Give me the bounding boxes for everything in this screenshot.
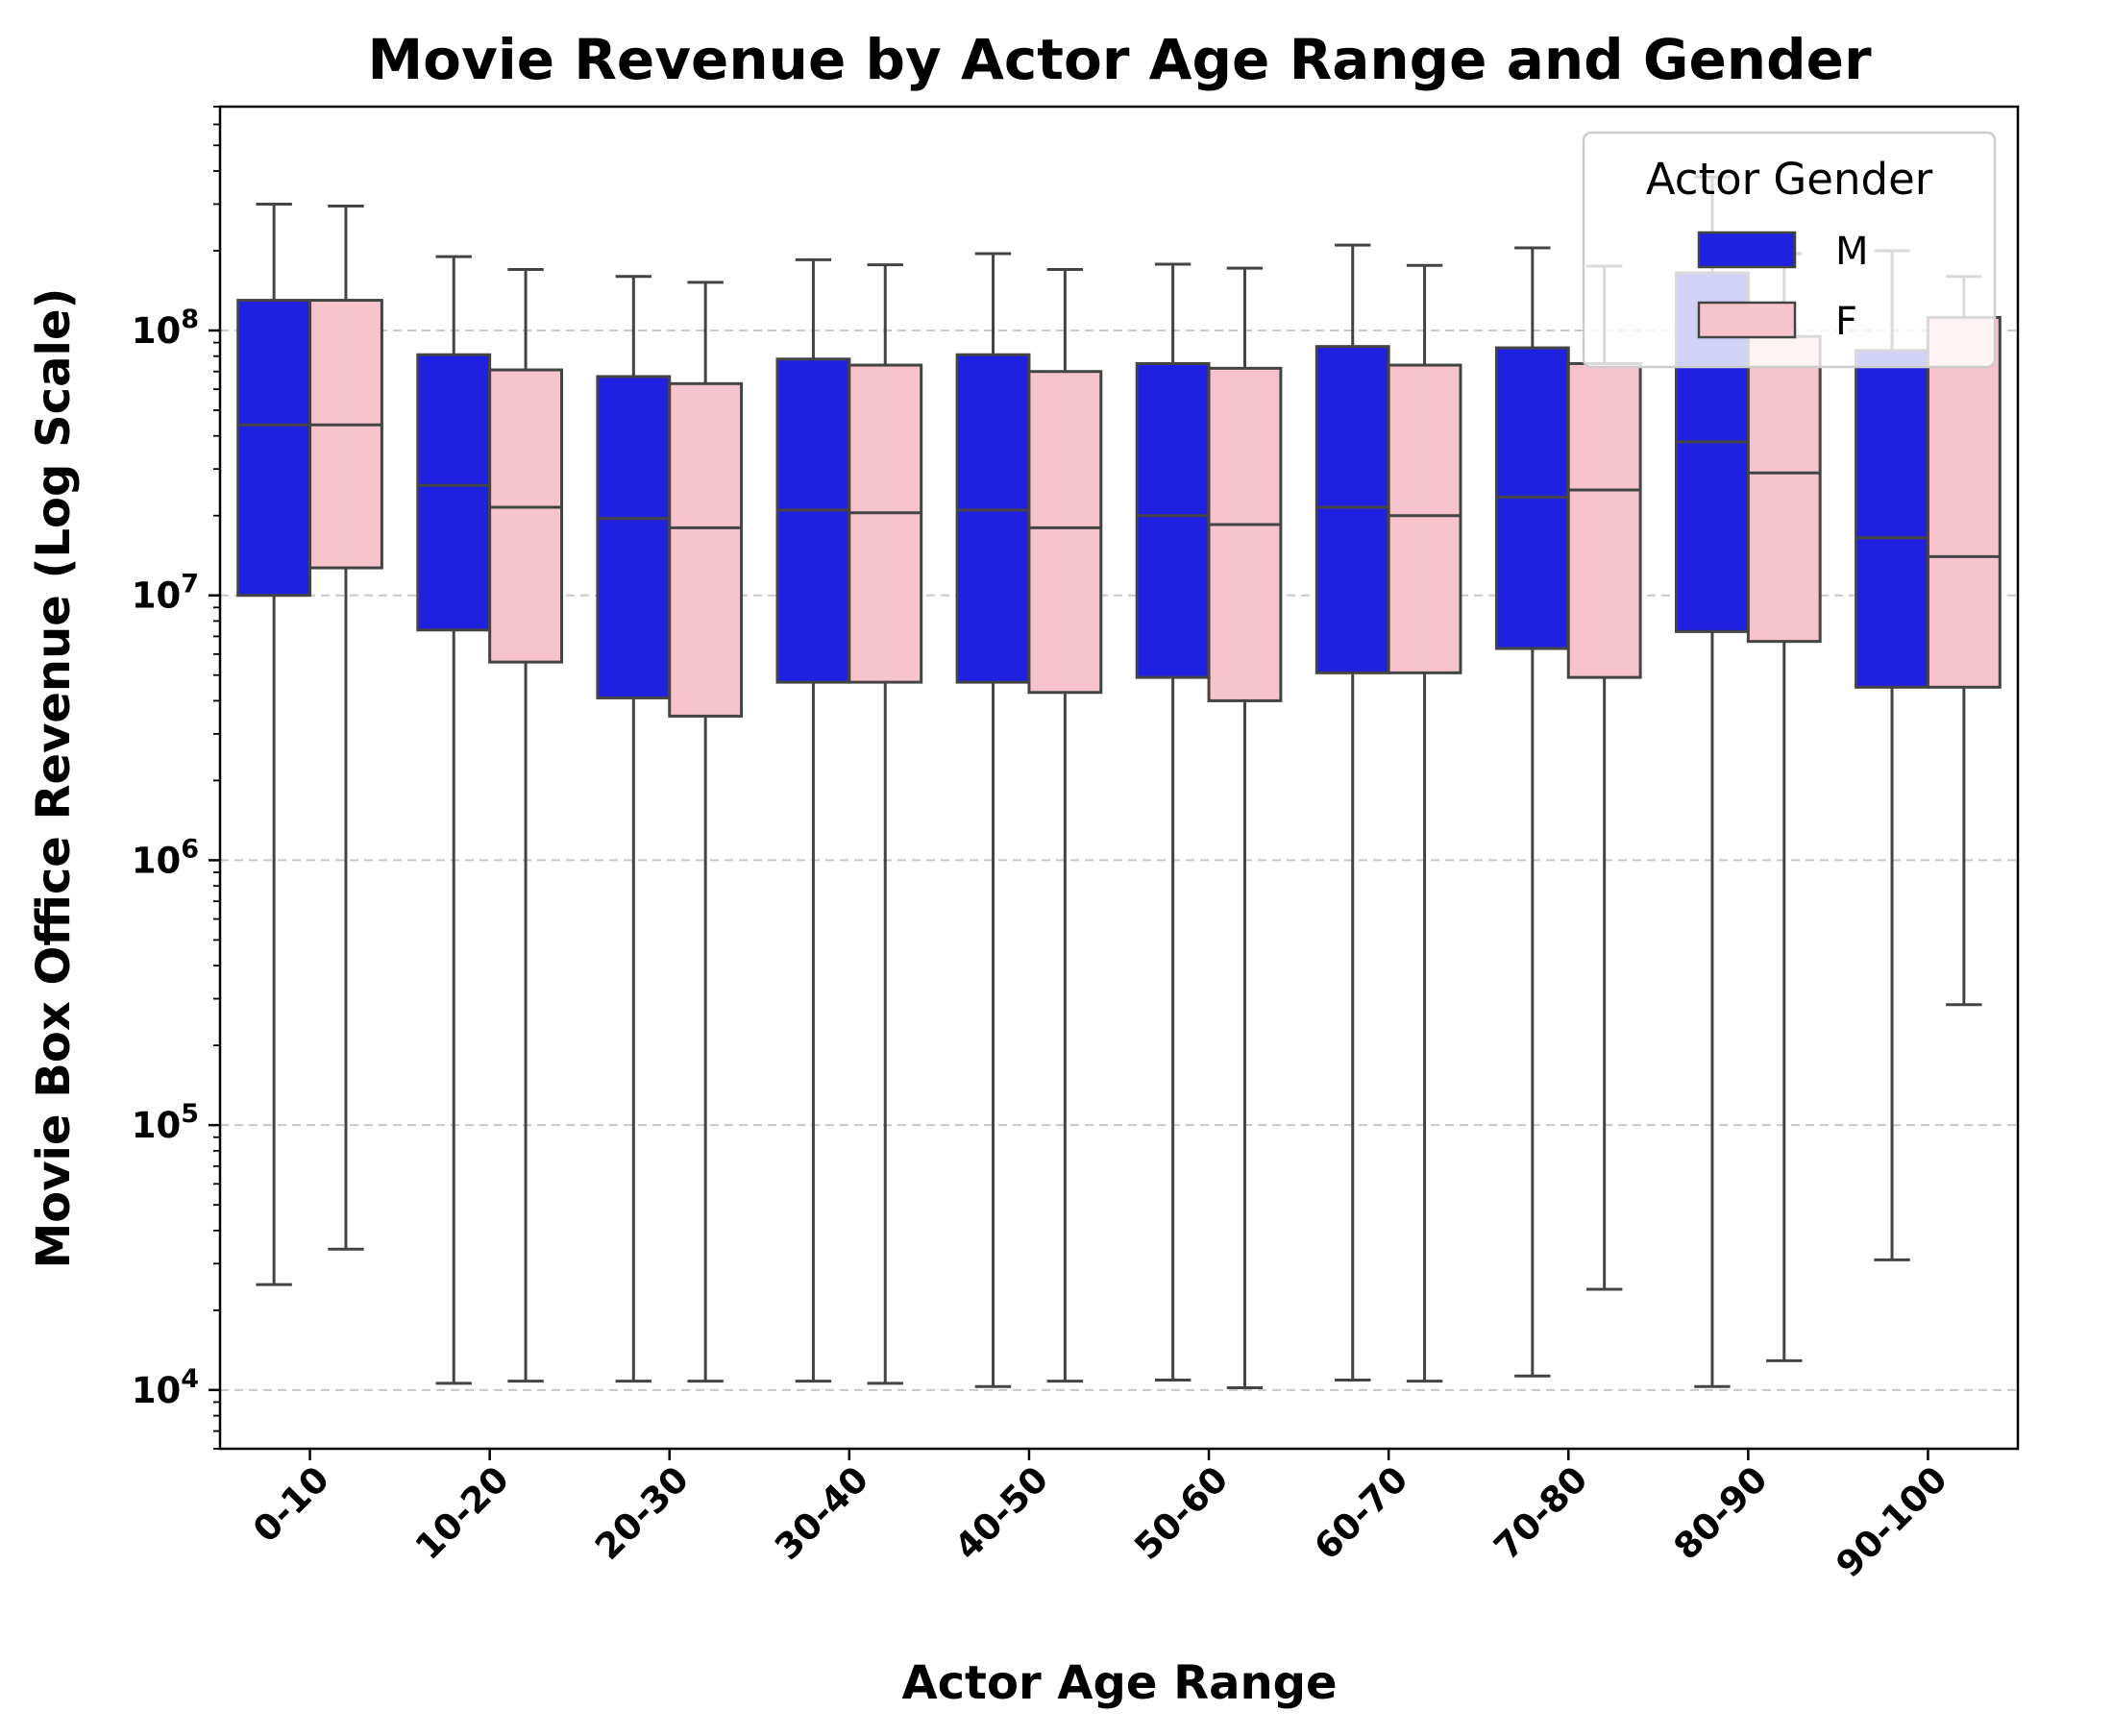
box-f-30-40 <box>848 263 923 1385</box>
x-tick-label: 20-30 <box>587 1458 697 1568</box>
x-tick-label: 70-80 <box>1486 1458 1596 1568</box>
box-f-50-60 <box>1207 266 1283 1389</box>
box-f-80-90 <box>1746 252 1822 1362</box>
x-tick-label: 30-40 <box>767 1458 876 1568</box>
box-f-0-10 <box>308 204 383 1251</box>
legend-swatch-f <box>1697 301 1797 339</box>
iqr-box <box>416 353 492 632</box>
box-f-40-50 <box>1027 267 1103 1383</box>
box-f-10-20 <box>488 267 563 1383</box>
iqr-box <box>955 353 1031 684</box>
box-m-0-10 <box>236 202 312 1286</box>
box-m-60-70 <box>1314 243 1390 1382</box>
legend-label-m: M <box>1835 230 1869 274</box>
iqr-box <box>236 299 312 598</box>
x-tick-label: 40-50 <box>946 1458 1056 1568</box>
iqr-box <box>1387 363 1462 674</box>
box-f-90-100 <box>1926 275 2002 1007</box>
chart-title: Movie Revenue by Actor Age Range and Gen… <box>367 27 1871 92</box>
iqr-box <box>668 381 744 718</box>
x-axis: 0-10 10-20 20-30 30-40 40-50 50-60 60-70 70-80 8… <box>245 1449 1955 1585</box>
iqr-box <box>1027 370 1103 695</box>
x-tick-label: 80-90 <box>1666 1458 1776 1568</box>
iqr-box <box>1566 361 1642 679</box>
y-axis-label: Movie Box Office Revenue (Log Scale) <box>27 288 81 1269</box>
box-f-60-70 <box>1387 263 1462 1383</box>
x-tick-label: 0-10 <box>245 1458 337 1551</box>
iqr-box <box>596 375 672 699</box>
y-tick-label: 104 <box>132 1364 199 1411</box>
plot-frame <box>218 105 2020 1451</box>
iqr-box <box>308 299 383 570</box>
y-tick-label: 106 <box>132 834 199 881</box>
iqr-box <box>1855 349 1929 689</box>
box-f-20-30 <box>668 281 744 1383</box>
y-axis: 104 105 106 107 108 <box>132 106 220 1450</box>
iqr-box <box>775 357 851 684</box>
legend-swatch-m <box>1697 231 1797 269</box>
iqr-box <box>848 363 923 684</box>
box-m-10-20 <box>416 255 492 1385</box>
y-tick-label: 108 <box>132 305 199 352</box>
iqr-box <box>1314 345 1390 674</box>
box-m-90-100 <box>1855 249 1929 1261</box>
iqr-box <box>1926 315 2002 689</box>
box-m-70-80 <box>1494 246 1570 1378</box>
iqr-box <box>1207 366 1283 702</box>
iqr-box <box>1135 361 1211 679</box>
x-tick-label: 90-100 <box>1829 1458 1955 1585</box>
x-tick-label: 60-70 <box>1306 1458 1415 1568</box>
boxes-layer <box>236 175 2002 1389</box>
x-tick-label: 10-20 <box>407 1458 517 1568</box>
grid-layer <box>220 330 2018 1391</box>
box-m-20-30 <box>596 275 672 1383</box>
iqr-box <box>1746 334 1822 644</box>
y-tick-label: 107 <box>132 570 199 617</box>
x-axis-label: Actor Age Range <box>901 1656 1337 1710</box>
box-m-30-40 <box>775 257 851 1383</box>
iqr-box <box>488 368 563 664</box>
legend-label-f: F <box>1835 300 1857 344</box>
box-f-70-80 <box>1566 264 1642 1291</box>
x-tick-label: 50-60 <box>1126 1458 1236 1568</box>
legend: Actor Gender M F <box>1582 131 1997 369</box>
legend-title: Actor Gender <box>1646 154 1933 205</box>
box-m-50-60 <box>1135 262 1211 1382</box>
y-tick-label: 105 <box>132 1099 199 1146</box>
box-m-40-50 <box>955 252 1031 1388</box>
